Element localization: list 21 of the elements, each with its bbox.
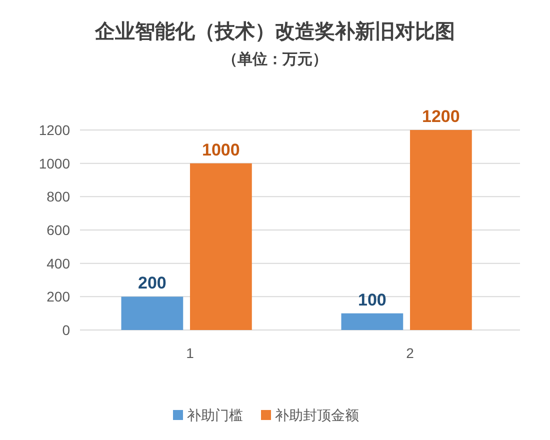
x-tick-label: 1 [186,345,194,361]
y-tick-label: 1200 [38,122,70,138]
data-label: 1000 [202,140,240,160]
y-tick-label: 400 [46,255,70,272]
y-tick-label: 200 [46,288,70,305]
bar [190,163,252,330]
y-tick-label: 800 [46,188,70,205]
bar [410,130,472,330]
x-tick-label: 2 [406,345,414,361]
chart-title: 企业智能化（技术）改造奖补新旧对比图 [94,20,455,43]
y-tick-label: 0 [62,322,70,338]
data-label: 200 [138,274,166,293]
bar [341,313,404,330]
legend-label: 补助门槛 [187,407,243,423]
y-tick-label: 600 [46,222,70,238]
y-tick-label: 1000 [38,155,70,172]
data-label: 1200 [422,107,460,126]
legend-label: 补助封顶金额 [275,407,359,423]
data-label: 100 [358,290,386,310]
bar [121,296,184,330]
chart-subtitle: （单位：万元） [222,51,328,68]
